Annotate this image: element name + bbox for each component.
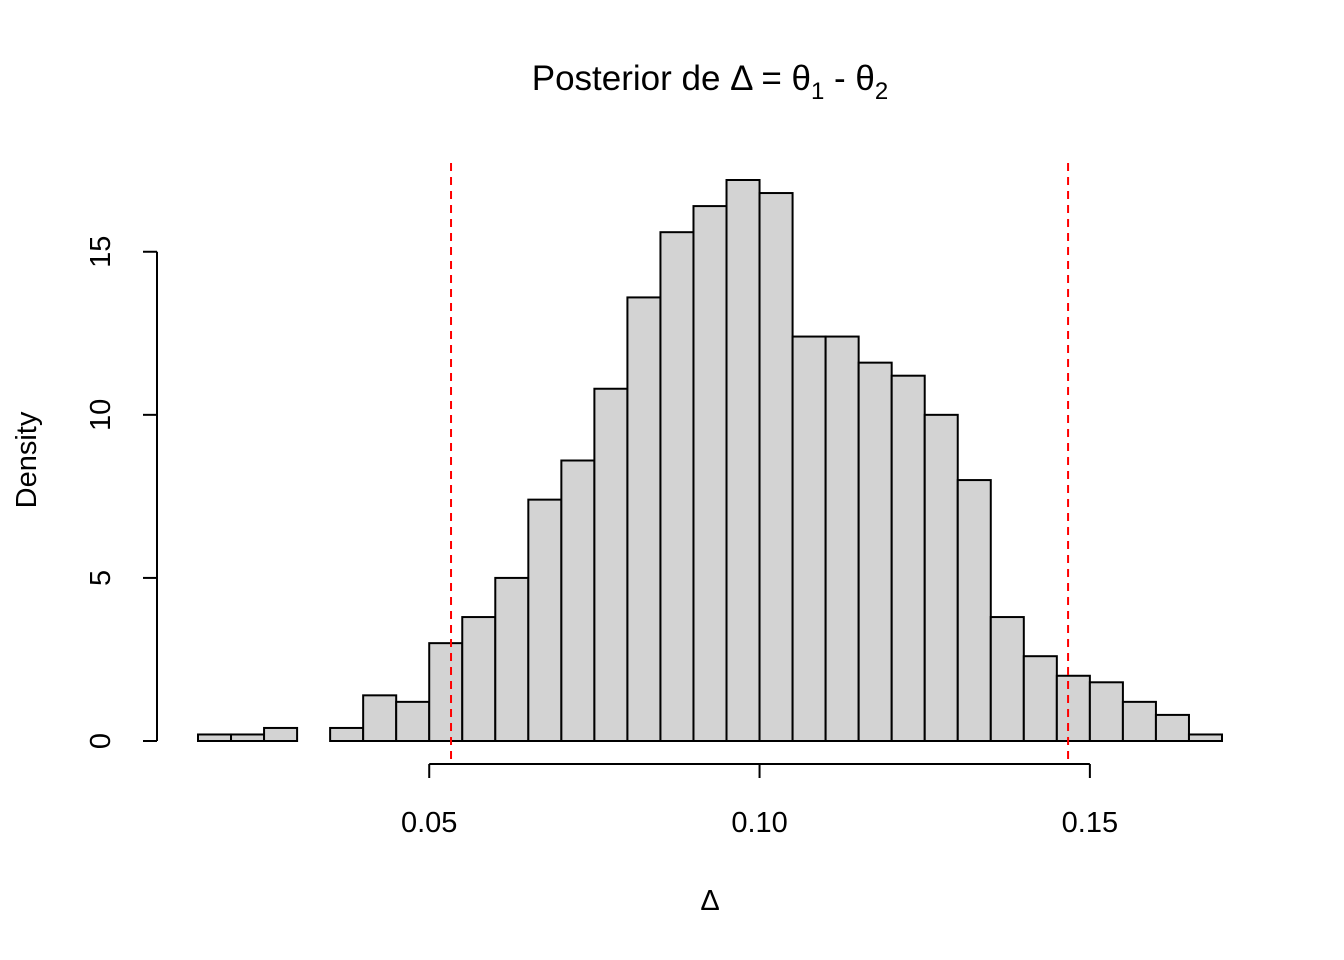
histogram-bar-20 [857,361,893,742]
chart-title: Posterior de Δ = θ1 - θ2 [532,59,889,105]
x-tick-label-0: 0.05 [401,807,457,839]
histogram-bar-17 [758,192,794,742]
histogram-bar-12 [593,387,629,742]
histogram-bar-26 [1055,674,1091,743]
histogram-bar-14 [659,231,695,743]
x-axis: 0.05 0.10 0.15 [401,763,1118,839]
histogram-bar-24 [989,616,1025,743]
histogram-bar-27 [1088,681,1124,743]
histogram-bar-30 [1187,733,1224,743]
bars-group [197,179,1224,743]
y-tick-label-3: 15 [85,236,117,268]
histogram-bar-29 [1154,713,1190,743]
x-axis-label: Δ [700,885,719,917]
histogram-bar-13 [626,296,662,742]
y-tick-label-1: 5 [85,570,117,586]
histogram-bar-8 [461,616,497,743]
chart-title-sub2: 2 [875,78,888,105]
histogram-bar-16 [725,179,761,742]
chart-title-mid: - θ [824,59,875,98]
histogram-bar-6 [395,700,431,743]
x-tick-label-2: 0.15 [1062,807,1118,839]
histogram-bar-18 [791,335,827,742]
histogram-bar-7 [428,642,464,743]
histogram-bar-0 [197,733,233,743]
histogram-bar-2 [263,726,299,743]
y-tick-label-0: 0 [85,733,117,749]
histogram-bar-23 [956,479,992,742]
histogram-bar-19 [824,335,860,742]
y-axis-label: Density [11,411,43,508]
histogram-bar-9 [494,576,530,742]
histogram-bar-1 [230,733,266,743]
y-tick-label-2: 10 [85,399,117,431]
histogram-bar-10 [527,498,563,742]
histogram-bar-25 [1022,655,1058,743]
histogram-bar-15 [692,205,728,742]
chart-title-main: Posterior de Δ = θ [532,59,811,98]
histogram-bar-4 [329,726,365,743]
reference-lines-group [450,163,1070,764]
histogram-bar-11 [560,459,596,742]
y-axis: 0 5 10 15 [85,236,158,749]
histogram-bar-5 [362,694,398,743]
chart-title-sub1: 1 [811,78,824,105]
x-tick-label-1: 0.10 [731,807,787,839]
histogram-bar-22 [923,413,959,742]
histogram-bar-28 [1121,700,1157,743]
histogram-bar-21 [890,374,926,742]
